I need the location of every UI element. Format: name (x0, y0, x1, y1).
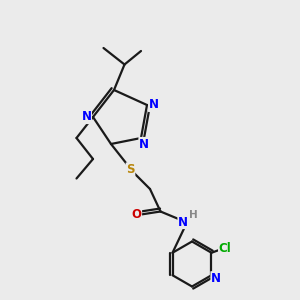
Text: H: H (189, 209, 198, 220)
Text: O: O (131, 208, 142, 221)
Text: N: N (211, 272, 221, 285)
Text: S: S (126, 163, 135, 176)
Text: N: N (139, 137, 149, 151)
Text: Cl: Cl (219, 242, 231, 255)
Text: N: N (81, 110, 92, 124)
Text: N: N (178, 215, 188, 229)
Text: N: N (148, 98, 159, 112)
